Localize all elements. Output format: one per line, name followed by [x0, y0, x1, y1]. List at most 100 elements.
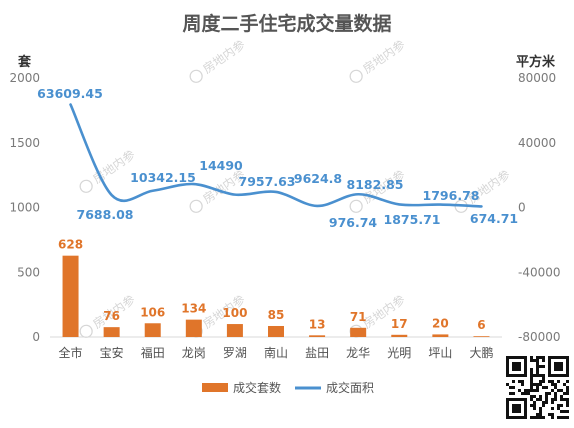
qr-module — [560, 410, 563, 413]
line-data-labels: 63609.45 7688.08 10342.15144907957.639624.… — [37, 86, 518, 230]
qr-module — [551, 383, 554, 386]
line-label-9: 1796.78 — [423, 188, 480, 203]
right-axis-unit: 平方米 — [516, 54, 556, 70]
bar-label-7: 71 — [350, 310, 367, 324]
qr-module — [560, 398, 563, 401]
qr-module — [560, 404, 563, 407]
watermark-logo-icon — [79, 179, 93, 193]
qr-module — [512, 386, 515, 389]
bar-0 — [62, 255, 79, 337]
qr-finder-inner — [554, 362, 563, 371]
qr-module — [530, 383, 533, 386]
qr-module — [530, 416, 533, 419]
watermark-logo-icon — [189, 69, 203, 83]
qr-module — [533, 416, 536, 419]
qr-module — [533, 383, 536, 386]
qr-module — [533, 359, 536, 362]
category-label-7: 龙华 — [346, 346, 370, 360]
watermark-logo-icon — [349, 69, 363, 83]
qr-module — [521, 392, 524, 395]
qr-module — [542, 365, 545, 368]
category-label-2: 福田 — [141, 345, 165, 360]
qr-module — [560, 389, 563, 392]
bar-5 — [268, 325, 284, 337]
line-label-3: 14490 — [199, 158, 243, 173]
line-series — [69, 103, 483, 208]
qr-module — [536, 383, 539, 386]
qr-module — [533, 374, 536, 377]
qr-module — [566, 404, 569, 407]
legend-line-label: 成交面积 — [326, 380, 374, 395]
qr-module — [539, 407, 542, 410]
qr-module — [563, 416, 566, 419]
line-label-7: 8182.85 — [347, 177, 404, 192]
line-label-6: 976.74 — [329, 215, 378, 230]
qr-module — [509, 386, 512, 389]
qr-module — [530, 398, 533, 401]
qr-module — [521, 383, 524, 386]
bar-label-10: 6 — [477, 318, 485, 332]
line-label-2: 10342.15 — [130, 170, 196, 185]
legend-bar-label: 成交套数 — [233, 380, 281, 395]
legend: 成交套数 成交面积 — [202, 380, 374, 395]
qr-module — [557, 380, 560, 383]
bar-2 — [144, 323, 161, 337]
right-tick-label: 40000 — [518, 136, 556, 150]
qr-module — [566, 389, 569, 392]
qr-module — [539, 365, 542, 368]
qr-module — [506, 383, 509, 386]
qr-module — [530, 356, 533, 359]
qr-module — [545, 395, 548, 398]
bar-label-4: 100 — [222, 306, 247, 320]
qr-module — [551, 407, 554, 410]
qr-module — [548, 392, 551, 395]
qr-module — [530, 368, 533, 371]
right-tick-label: -80000 — [518, 330, 561, 344]
bar-3 — [185, 319, 202, 337]
bar-label-3: 134 — [181, 302, 206, 316]
line-label-0: 63609.45 — [37, 86, 103, 101]
category-label-10: 大鹏 — [469, 346, 493, 360]
category-label-3: 龙岗 — [182, 346, 206, 360]
qr-module — [512, 380, 515, 383]
bar-label-6: 13 — [309, 317, 326, 331]
watermark-logo-icon — [79, 324, 93, 338]
qr-module — [533, 401, 536, 404]
qr-module — [545, 398, 548, 401]
bar-label-1: 76 — [103, 309, 120, 323]
qr-module — [548, 413, 551, 416]
qr-module — [536, 416, 539, 419]
bar-label-9: 20 — [432, 316, 449, 330]
right-tick-label: -40000 — [518, 265, 561, 279]
area-line-path — [69, 103, 483, 208]
qr-module — [551, 380, 554, 383]
qr-module — [542, 380, 545, 383]
watermark-logo-icon — [189, 199, 203, 213]
qr-module — [566, 398, 569, 401]
qr-module — [530, 371, 533, 374]
qr-module — [530, 386, 533, 389]
qr-module — [566, 401, 569, 404]
qr-module — [539, 380, 542, 383]
left-axis-ticks: 0 500 1000 1500 2000 — [9, 71, 40, 344]
qr-module — [542, 404, 545, 407]
qr-module — [554, 392, 557, 395]
qr-module — [542, 386, 545, 389]
qr-module — [533, 389, 536, 392]
qr-module — [536, 359, 539, 362]
bar-8 — [391, 334, 408, 337]
category-label-6: 盐田 — [305, 346, 329, 360]
category-label-0: 全市 — [59, 345, 83, 360]
category-label-1: 宝安 — [100, 345, 124, 360]
chart-title: 周度二手住宅成交量数据 — [182, 12, 391, 35]
category-label-4: 罗湖 — [223, 345, 247, 360]
qr-module — [542, 374, 545, 377]
qr-module — [554, 383, 557, 386]
qr-module — [527, 392, 530, 395]
qr-module — [536, 365, 539, 368]
qr-module — [545, 392, 548, 395]
category-label-8: 光明 — [387, 346, 411, 360]
qr-module — [536, 362, 539, 365]
watermark-text: 房地内参 — [360, 36, 408, 76]
